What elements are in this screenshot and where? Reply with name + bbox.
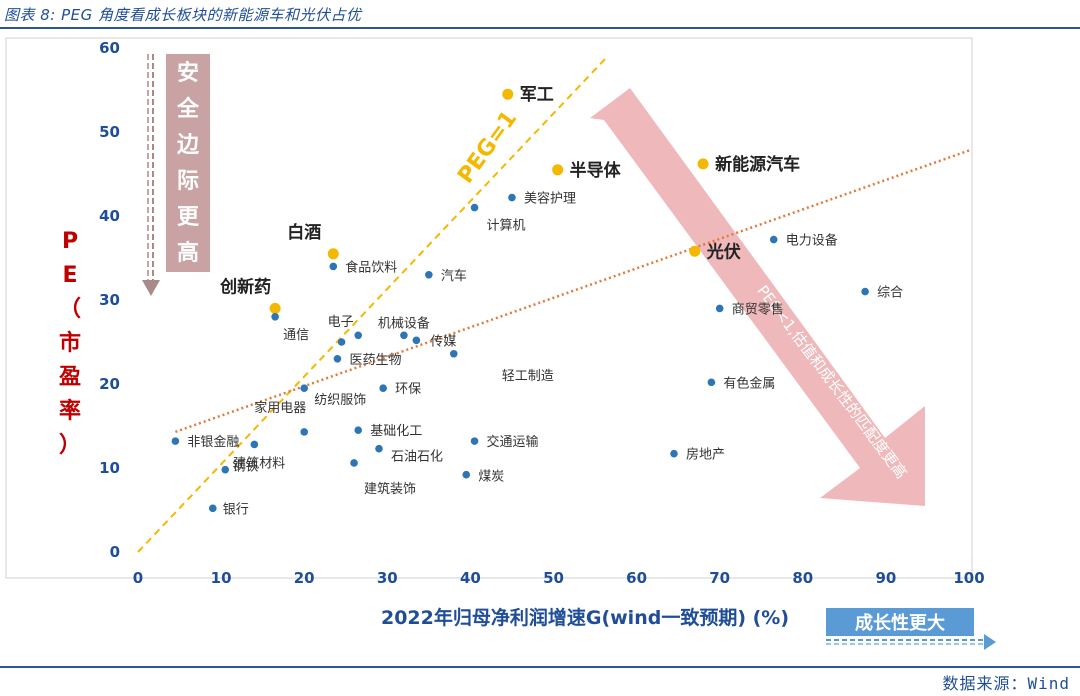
bottom-divider (0, 666, 1080, 668)
point-label: 家用电器 (254, 400, 306, 416)
point-label: 有色金属 (723, 375, 775, 391)
data-point (508, 193, 516, 202)
y-tick-label: 40 (99, 207, 120, 225)
x-tick-label: 0 (133, 569, 143, 587)
data-point (670, 449, 678, 458)
x-tick-label: 80 (792, 569, 813, 587)
data-point (329, 262, 338, 271)
highlight-point (269, 302, 281, 314)
data-point (379, 384, 387, 393)
x-tick-label: 60 (626, 569, 647, 587)
y-axis-title: P E （市盈率） (58, 229, 81, 458)
point-label: 银行 (223, 502, 249, 517)
growth-label: 成长性更大 (855, 612, 945, 634)
data-point (171, 437, 180, 445)
point-label: 钢铁 (232, 459, 258, 474)
x-tick-label: 20 (294, 569, 315, 587)
data-point (400, 331, 408, 340)
y-tick-label: 30 (99, 291, 120, 309)
highlight-point (327, 248, 339, 260)
data-point (769, 235, 778, 244)
highlight-point (697, 158, 709, 170)
data-point (715, 304, 724, 313)
point-label: 房地产 (686, 447, 725, 463)
data-point (462, 470, 471, 479)
highlight-point (502, 88, 514, 100)
point-label: 基础化工 (370, 424, 422, 439)
safety-margin-label: 安全边际更高 (176, 60, 200, 266)
data-point (861, 287, 869, 296)
y-tick-label: 10 (99, 459, 120, 477)
point-label: 通信 (283, 328, 309, 343)
data-point (337, 338, 346, 346)
data-point (350, 459, 358, 467)
point-label: 环保 (395, 382, 421, 397)
y-tick-label: 0 (110, 543, 120, 561)
x-tick-label: 30 (377, 569, 398, 587)
data-point (412, 336, 421, 345)
safety-margin-arrow: 安全边际更高 (142, 54, 210, 296)
x-tick-label: 70 (709, 569, 730, 587)
data-point (354, 426, 363, 435)
point-label: 汽车 (441, 268, 467, 284)
highlight-point-label: 创新药 (219, 276, 271, 297)
point-label: 综合 (877, 286, 903, 301)
data-point (449, 349, 458, 358)
x-axis-title: 2022年归母净利润增速G(wind一致预期) (%) (381, 606, 789, 629)
highlight-point-label: 白酒 (287, 222, 321, 243)
highlight-point-label: 新能源汽车 (715, 154, 800, 175)
point-label: 机械设备 (378, 315, 430, 331)
point-label: 医药生物 (349, 353, 401, 368)
point-label: 纺织服饰 (314, 393, 366, 408)
source-note: 数据来源：Wind (942, 674, 1070, 693)
highlight-point-label: 半导体 (570, 160, 622, 181)
svg-text:PE（市盈率）: P E （市盈率） (58, 229, 81, 458)
point-label: 轻工制造 (502, 369, 554, 384)
point-label: 建筑装饰 (364, 481, 416, 497)
data-point (300, 428, 309, 436)
data-point (707, 378, 716, 387)
data-point (221, 465, 230, 474)
data-point (354, 331, 363, 340)
trend-line (174, 149, 970, 434)
data-point (300, 384, 309, 393)
data-point (375, 444, 383, 453)
point-label: 非银金融 (187, 434, 239, 450)
point-label: 食品饮料 (345, 259, 397, 275)
top-divider (0, 27, 1080, 29)
point-label: 美容护理 (524, 191, 576, 207)
y-tick-label: 50 (99, 123, 120, 141)
point-label: 电力设备 (786, 233, 838, 249)
figure-title: 图表 8: PEG 角度看成长板块的新能源车和光伏占优 (4, 6, 362, 24)
growth-arrow: 成长性更大 (826, 608, 996, 650)
data-point (470, 203, 479, 212)
highlight-point (689, 245, 701, 257)
x-tick-label: 90 (875, 569, 896, 587)
point-label: 电子 (328, 315, 354, 330)
data-point (208, 504, 217, 513)
highlight-point-label: 军工 (520, 85, 554, 105)
x-tick-label: 40 (460, 569, 481, 587)
data-point (425, 271, 433, 279)
point-label: 计算机 (487, 219, 526, 234)
peg-1-line (137, 55, 609, 553)
x-tick-label: 50 (543, 569, 564, 587)
point-label: 石油石化 (391, 450, 443, 465)
point-label: 建筑材料 (233, 456, 285, 472)
point-label: 商贸零售 (732, 301, 784, 317)
point-label: 交通运输 (487, 434, 539, 450)
x-tick-label: 10 (211, 569, 232, 587)
data-point (271, 313, 279, 321)
point-label: 煤炭 (478, 470, 504, 485)
data-point (470, 437, 479, 445)
data-point (333, 355, 342, 363)
y-tick-label: 60 (99, 39, 120, 57)
y-tick-label: 20 (99, 375, 120, 393)
highlight-point-label: 光伏 (706, 241, 741, 262)
point-label: 传媒 (430, 334, 456, 349)
data-point (250, 440, 259, 449)
highlight-point (552, 164, 564, 176)
x-tick-label: 100 (953, 569, 984, 587)
